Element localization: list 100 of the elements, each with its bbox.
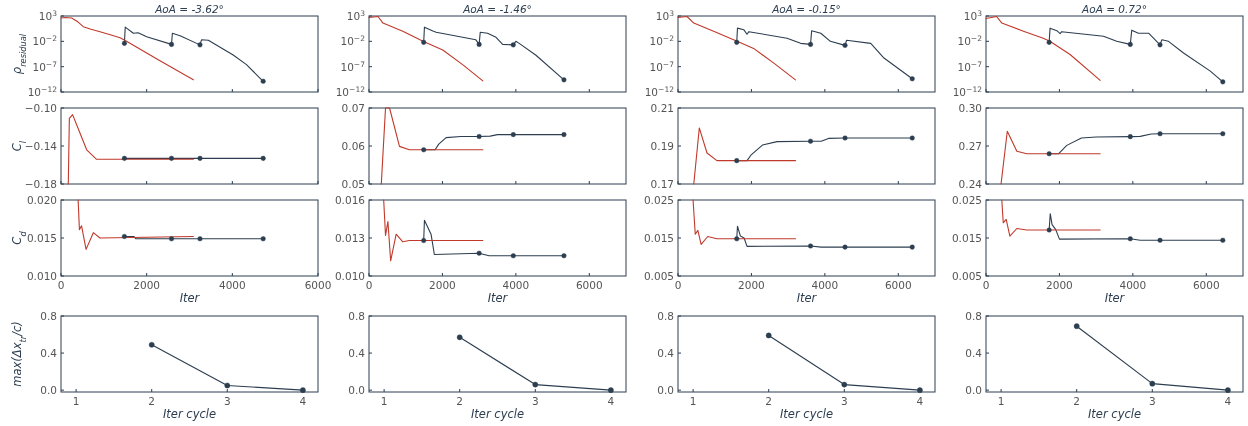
x-tick-label: 2 [148,395,156,407]
point [532,381,539,388]
y-tick-label: 0.24 [958,178,983,190]
y-tick-label: −0.14 [24,140,58,152]
chart-title: AoA = -0.15° [771,3,841,15]
point [1046,151,1052,157]
point [1127,41,1133,47]
y-tick-label: 0.025 [951,194,982,206]
point [1220,79,1226,85]
x-tick-label: 2000 [133,279,161,291]
x-axis-title: Iter [1104,291,1126,305]
x-tick-label: 6000 [884,279,912,291]
y-tick-label: 0.015 [643,232,674,244]
point [842,135,848,141]
line-series [1001,199,1101,237]
x-tick-label: 2000 [738,279,765,291]
line-series [60,16,194,81]
x-tick-label: 3 [531,395,539,407]
point [510,42,516,48]
point [456,334,463,341]
x-tick-label: 2000 [1046,279,1073,291]
y-tick-label: 0.19 [650,140,674,152]
x-tick-label: 4 [607,395,615,407]
y-tick-label: 0.015 [26,232,57,244]
y-tick-label: 10$^{−12}$ [27,84,58,98]
y-tick-label: 0.005 [643,270,674,282]
point [1046,39,1052,45]
chart-title: AoA = -3.62° [154,3,224,15]
y-tick-label: 0.4 [965,347,983,360]
point [260,78,266,84]
y-tick-label: 0.8 [965,310,982,322]
point [841,381,848,388]
y-tick-label: 0.06 [341,140,366,152]
point [197,42,203,48]
line-series [67,114,194,185]
y-tick-label: 0.4 [657,347,675,360]
line-series [985,15,1101,81]
y-tick-label: 0.005 [951,270,982,282]
y-tick-label: 10$^{3}$ [963,8,983,22]
point [510,132,516,138]
x-axis-title: Iter cycle [779,407,834,421]
y-tick-label: 0.17 [650,178,674,190]
point [1220,237,1226,243]
y-tick-label: 10$^{−2}$ [340,33,366,48]
y-tick-label: 0.8 [40,310,57,322]
x-tick-label: 3 [1148,395,1156,407]
x-tick-label: 3 [223,395,231,407]
point [734,236,740,242]
y-tick-label: 0.8 [657,310,674,322]
chart-title: AoA = 0.72° [1081,3,1147,15]
point [1157,42,1163,48]
x-tick-label: 3 [840,395,848,407]
point [148,341,155,348]
y-tick-label: 0.010 [26,270,57,282]
point [1127,236,1133,242]
y-tick-label: 0.020 [26,194,57,206]
point [121,40,127,46]
y-tick-label: 0.07 [341,102,365,114]
x-tick-label: 1 [997,395,1005,407]
point [1220,131,1226,137]
x-axis-title: Iter [179,291,201,305]
x-tick-label: 2 [1073,395,1081,407]
y-tick-label: 10$^{−7}$ [957,59,983,73]
y-tick-label: 10$^{3}$ [655,8,675,22]
y-tick-label: 0.8 [348,310,365,322]
y-tick-label: −0.10 [24,102,57,114]
line-series [368,15,484,82]
y-tick-label: −0.18 [24,178,57,190]
point [842,42,848,48]
line-series [677,15,797,81]
point [421,238,427,244]
point [808,243,814,249]
point [909,135,915,141]
y-tick-label: 10$^{−12}$ [335,84,366,98]
point [561,77,567,83]
x-tick-label: 0 [674,279,682,291]
line-series [693,127,797,185]
y-tick-label: 0.30 [958,102,982,114]
x-axis-title: Iter [796,291,818,305]
point [421,147,427,153]
x-tick-label: 0 [57,279,65,291]
x-tick-label: 4000 [218,279,246,291]
x-axis-title: Iter cycle [1087,407,1142,421]
x-tick-label: 2 [456,395,464,407]
line-series [77,199,194,250]
y-tick-label: 0.0 [40,384,57,397]
y-tick-label: 10$^{−12}$ [644,84,675,98]
y-tick-label: 10$^{−2}$ [32,33,58,48]
point [476,250,482,256]
point [909,244,915,250]
x-tick-label: 0 [365,279,373,291]
y-tick-label: 0.4 [40,347,58,360]
y-tick-label: 0.0 [657,384,674,397]
line-series [380,107,484,185]
x-tick-label: 1 [689,395,697,407]
y-tick-label: 0.010 [334,270,365,282]
y-tick-label: 10$^{−2}$ [957,33,983,48]
point [561,253,567,259]
point [1127,134,1133,140]
point [909,76,915,82]
